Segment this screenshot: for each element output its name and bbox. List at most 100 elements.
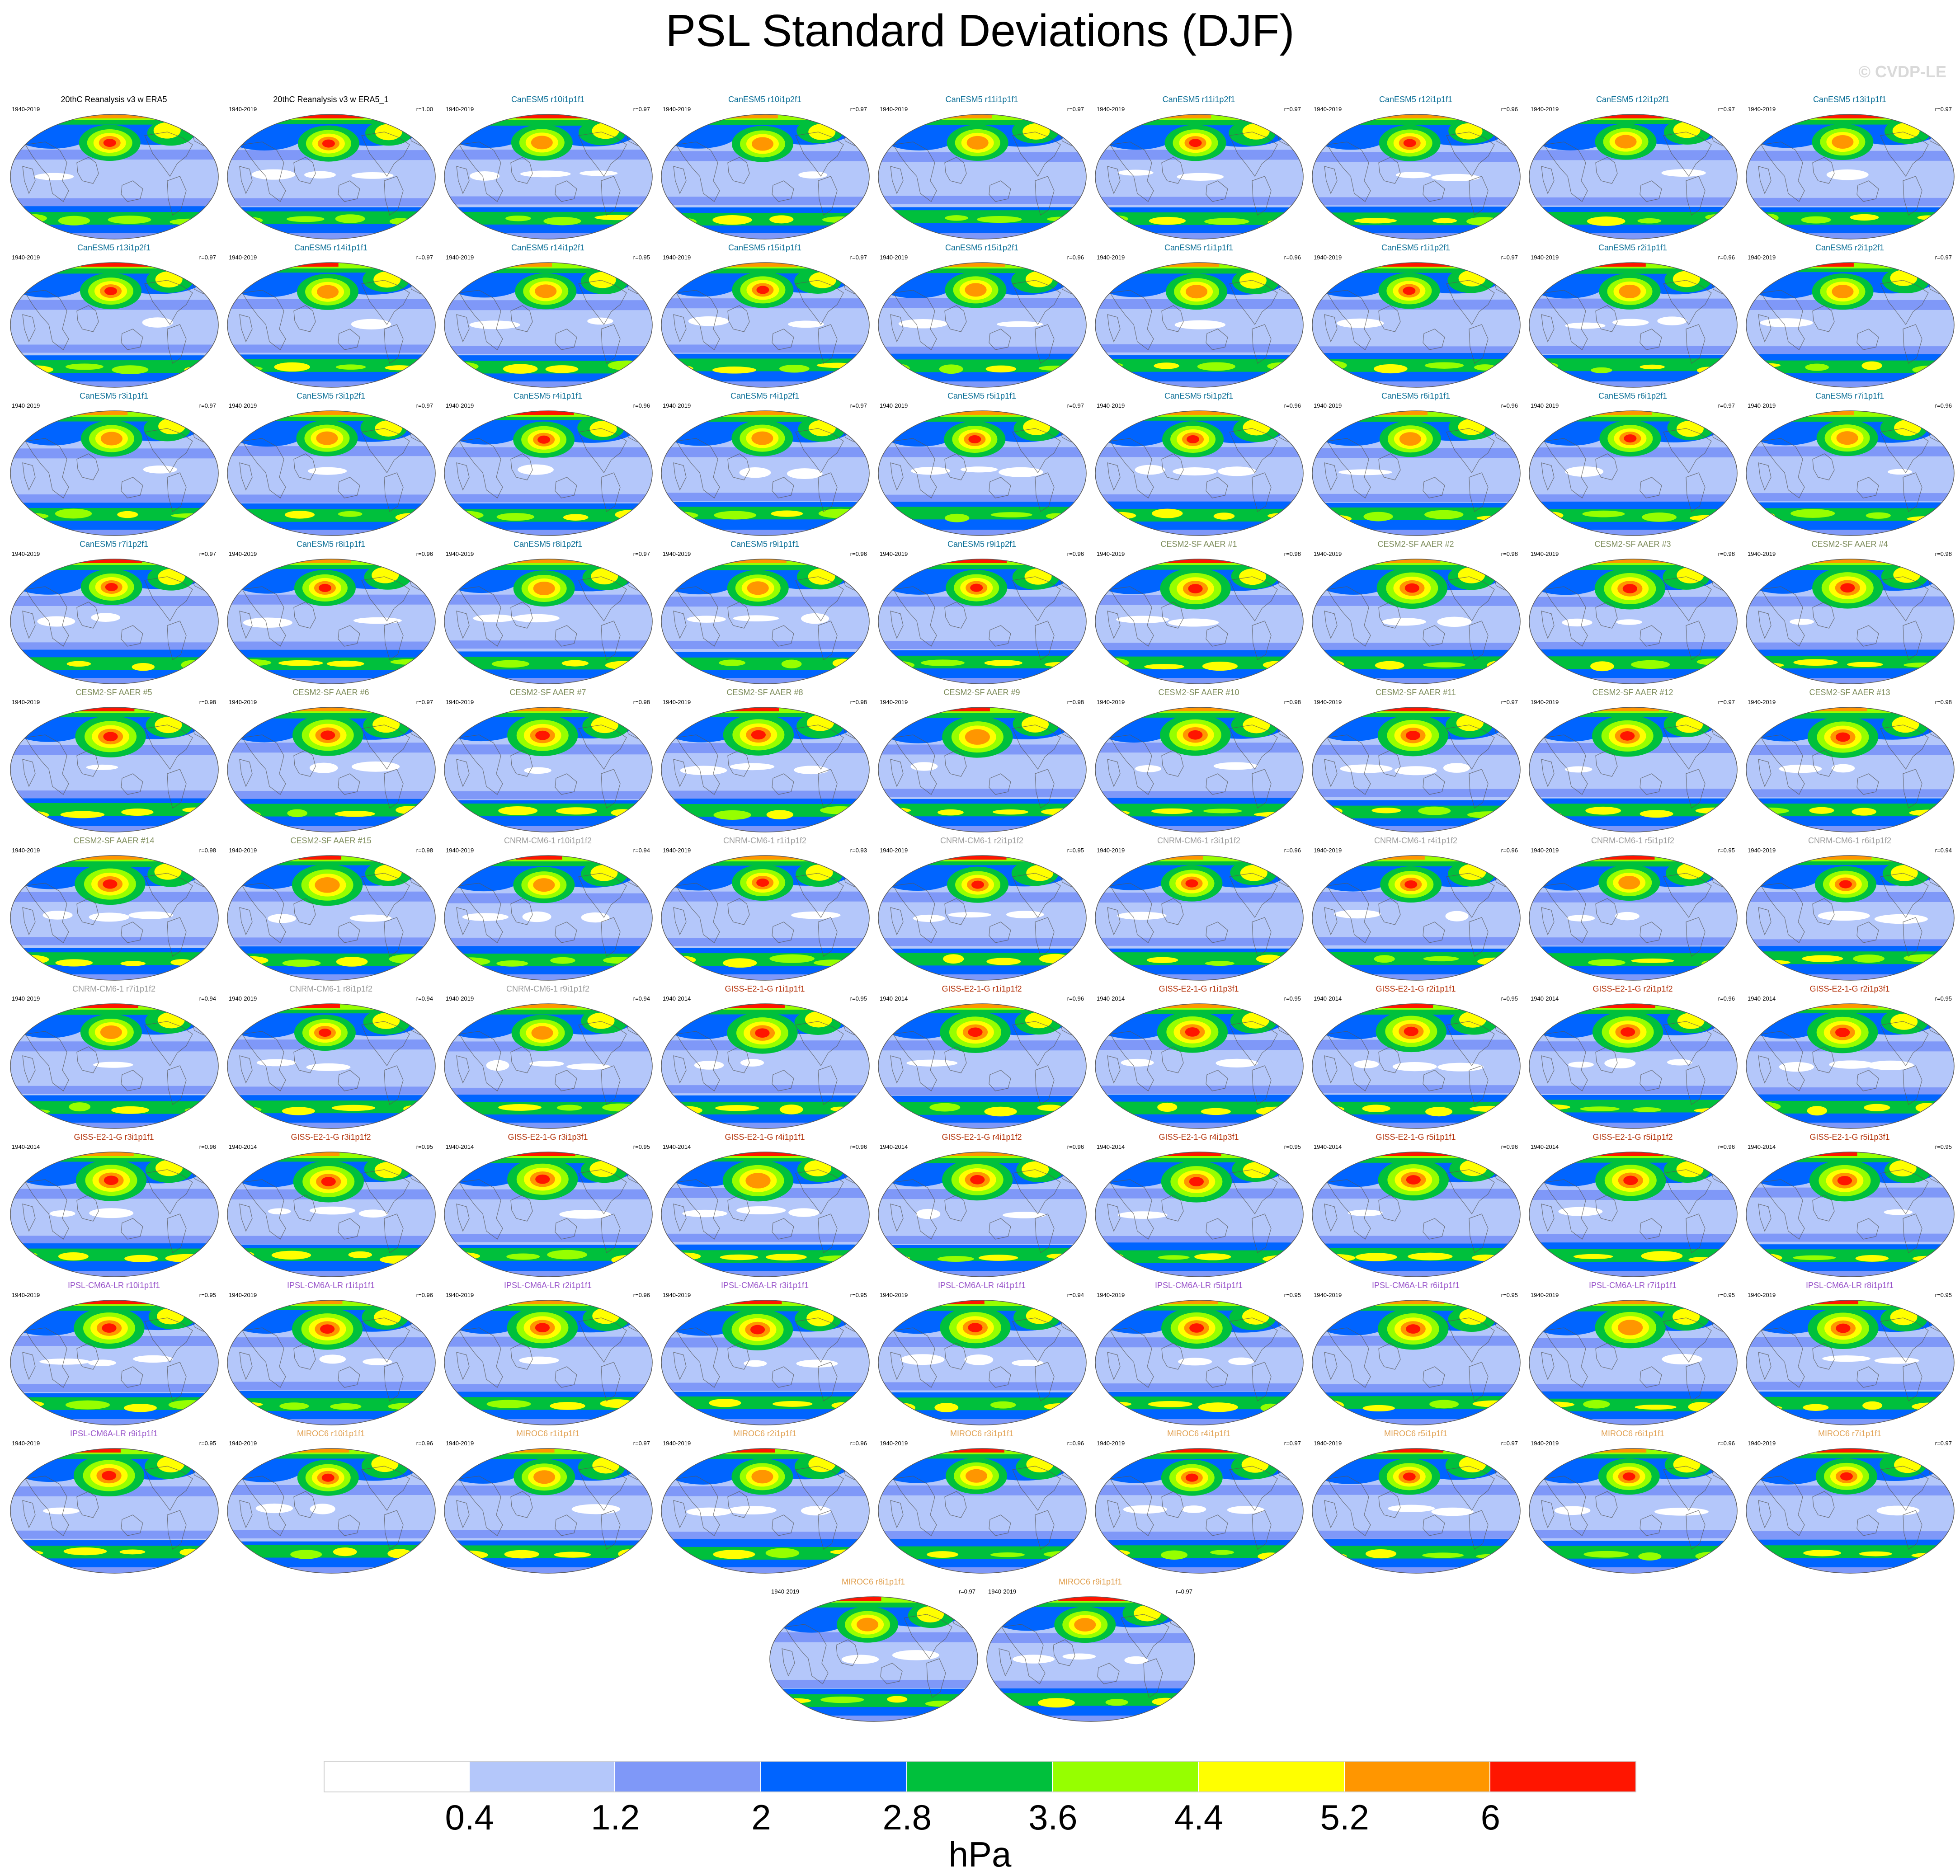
panel-period: 1940-2019 xyxy=(1748,254,1776,261)
panel-title: CanESM5 r1i1p2f1 xyxy=(1381,243,1451,252)
panel-title: IPSL-CM6A-LR r1i1p1f1 xyxy=(287,1281,375,1290)
panel-title: CanESM5 r7i1p2f1 xyxy=(79,540,149,549)
panel-period: 1940-2019 xyxy=(988,1588,1017,1595)
panel-period: 1940-2019 xyxy=(446,402,474,409)
panel-period: 1940-2014 xyxy=(446,1143,474,1150)
panel-world-map xyxy=(877,409,1088,537)
panel-pattern-correlation: r=0.96 xyxy=(416,1440,433,1447)
map-panel: CanESM5 r1i1p1f1 1940-2019 r=0.96 xyxy=(1090,242,1307,391)
panel-pattern-correlation: r=0.97 xyxy=(1718,699,1735,705)
panel-title: CanESM5 r15i1p1f1 xyxy=(728,243,802,252)
panel-world-map xyxy=(877,558,1088,685)
panel-pattern-correlation: r=0.96 xyxy=(1067,550,1084,557)
map-panel: CanESM5 r10i1p1f1 1940-2019 r=0.97 xyxy=(439,94,656,243)
panel-title: CanESM5 r6i1p2f1 xyxy=(1598,391,1668,400)
panel-pattern-correlation: r=0.97 xyxy=(850,402,867,409)
panel-period: 1940-2014 xyxy=(1748,1143,1776,1150)
colorbar-swatch xyxy=(615,1761,761,1792)
panel-period: 1940-2019 xyxy=(1097,1292,1125,1298)
panel-pattern-correlation: r=0.96 xyxy=(1718,254,1735,261)
map-panel: 20thC Reanalysis v3 w ERA5_1 1940-2019 r=1… xyxy=(222,94,439,243)
panel-title: 20thC Reanalysis v3 w ERA5_1 xyxy=(273,95,389,104)
panel-pattern-correlation: r=0.98 xyxy=(1935,550,1952,557)
panel-period: 1940-2019 xyxy=(663,106,691,113)
panel-pattern-correlation: r=0.94 xyxy=(199,995,216,1002)
panel-world-map xyxy=(9,1299,220,1426)
panel-title: GISS-E2-1-G r3i1p3f1 xyxy=(508,1133,588,1142)
map-panel: CanESM5 r7i1p2f1 1940-2019 r=0.97 xyxy=(5,539,222,688)
panel-world-map xyxy=(9,1447,220,1575)
panel-world-map xyxy=(9,261,220,389)
panel-world-map xyxy=(1311,261,1522,389)
panel-world-map xyxy=(660,1447,871,1575)
panel-pattern-correlation: r=0.96 xyxy=(850,1143,867,1150)
map-panel: MIROC6 r3i1p1f1 1940-2019 r=0.96 xyxy=(873,1428,1090,1577)
panel-title: CNRM-CM6-1 r6i1p1f2 xyxy=(1808,836,1892,845)
panel-world-map xyxy=(1528,261,1739,389)
panel-pattern-correlation: r=0.95 xyxy=(416,1143,433,1150)
panel-title: CanESM5 r1i1p1f1 xyxy=(1164,243,1234,252)
panel-pattern-correlation: r=0.98 xyxy=(199,847,216,854)
panel-world-map xyxy=(877,1002,1088,1130)
map-panel: CESM2-SF AAER #11 1940-2019 r=0.97 xyxy=(1307,687,1524,836)
panel-world-map xyxy=(660,1151,871,1278)
panel-world-map xyxy=(660,854,871,982)
map-panel: CESM2-SF AAER #12 1940-2019 r=0.97 xyxy=(1524,687,1741,836)
panel-world-map xyxy=(1094,706,1305,833)
panel-pattern-correlation: r=0.96 xyxy=(1501,1143,1518,1150)
panel-world-map xyxy=(1745,1151,1955,1278)
panel-world-map xyxy=(660,1299,871,1426)
panel-title: IPSL-CM6A-LR r10i1p1f1 xyxy=(67,1281,160,1290)
panel-period: 1940-2019 xyxy=(1748,106,1776,113)
panel-title: GISS-E2-1-G r5i1p1f1 xyxy=(1376,1133,1456,1142)
panel-pattern-correlation: r=0.97 xyxy=(1067,106,1084,113)
panel-period: 1940-2014 xyxy=(1531,1143,1559,1150)
map-panel: IPSL-CM6A-LR r1i1p1f1 1940-2019 r=0.96 xyxy=(222,1280,439,1429)
panel-period: 1940-2019 xyxy=(12,106,40,113)
panel-title: GISS-E2-1-G r5i1p3f1 xyxy=(1809,1133,1890,1142)
panel-world-map xyxy=(1528,558,1739,685)
panel-world-map xyxy=(443,706,654,833)
panel-pattern-correlation: r=0.97 xyxy=(958,1588,975,1595)
map-panel: CESM2-SF AAER #1 1940-2019 r=0.98 xyxy=(1090,539,1307,688)
map-panel: CanESM5 r2i1p1f1 1940-2019 r=0.96 xyxy=(1524,242,1741,391)
panel-period: 1940-2019 xyxy=(1531,254,1559,261)
panel-title: CanESM5 r13i1p2f1 xyxy=(77,243,151,252)
panel-period: 1940-2019 xyxy=(1748,402,1776,409)
panel-period: 1940-2014 xyxy=(1097,1143,1125,1150)
panel-title: CESM2-SF AAER #10 xyxy=(1158,688,1239,697)
panel-world-map xyxy=(1528,409,1739,537)
panel-title: CanESM5 r9i1p2f1 xyxy=(947,540,1017,549)
panel-title: MIROC6 r1i1p1f1 xyxy=(516,1429,580,1438)
panel-world-map xyxy=(877,854,1088,982)
panel-title: CanESM5 r7i1p1f1 xyxy=(1815,391,1885,400)
panel-world-map xyxy=(1528,854,1739,982)
panel-pattern-correlation: r=0.98 xyxy=(1067,699,1084,705)
panel-title: CanESM5 r12i1p1f1 xyxy=(1379,95,1453,104)
map-panel: CNRM-CM6-1 r3i1p1f2 1940-2019 r=0.96 xyxy=(1090,835,1307,984)
panel-pattern-correlation: r=0.96 xyxy=(416,1292,433,1298)
panel-period: 1940-2019 xyxy=(663,847,691,854)
panel-pattern-correlation: r=0.95 xyxy=(633,1143,650,1150)
map-panel: CESM2-SF AAER #8 1940-2019 r=0.98 xyxy=(656,687,873,836)
map-panel: MIROC6 r7i1p1f1 1940-2019 r=0.97 xyxy=(1741,1428,1958,1577)
map-panel: CNRM-CM6-1 r4i1p1f2 1940-2019 r=0.96 xyxy=(1307,835,1524,984)
panel-pattern-correlation: r=0.94 xyxy=(1067,1292,1084,1298)
colorbar-tick-label: 2.8 xyxy=(882,1797,932,1837)
panel-title: CESM2-SF AAER #11 xyxy=(1376,688,1456,697)
panel-pattern-correlation: r=0.97 xyxy=(850,106,867,113)
panel-world-map xyxy=(877,1151,1088,1278)
panel-pattern-correlation: r=0.97 xyxy=(416,402,433,409)
map-panel: CanESM5 r11i1p2f1 1940-2019 r=0.97 xyxy=(1090,94,1307,243)
panel-title: IPSL-CM6A-LR r3i1p1f1 xyxy=(721,1281,809,1290)
panel-world-map xyxy=(1311,113,1522,240)
map-panel: GISS-E2-1-G r4i1p3f1 1940-2014 r=0.95 xyxy=(1090,1132,1307,1281)
map-panel: MIROC6 r2i1p1f1 1940-2019 r=0.96 xyxy=(656,1428,873,1577)
panel-pattern-correlation: r=0.96 xyxy=(1067,254,1084,261)
panel-world-map xyxy=(1311,706,1522,833)
colorbar-swatch xyxy=(1344,1761,1491,1792)
panel-world-map xyxy=(226,113,437,240)
panel-world-map xyxy=(877,113,1088,240)
panel-period: 1940-2014 xyxy=(229,1143,257,1150)
panel-pattern-correlation: r=0.95 xyxy=(1284,995,1301,1002)
